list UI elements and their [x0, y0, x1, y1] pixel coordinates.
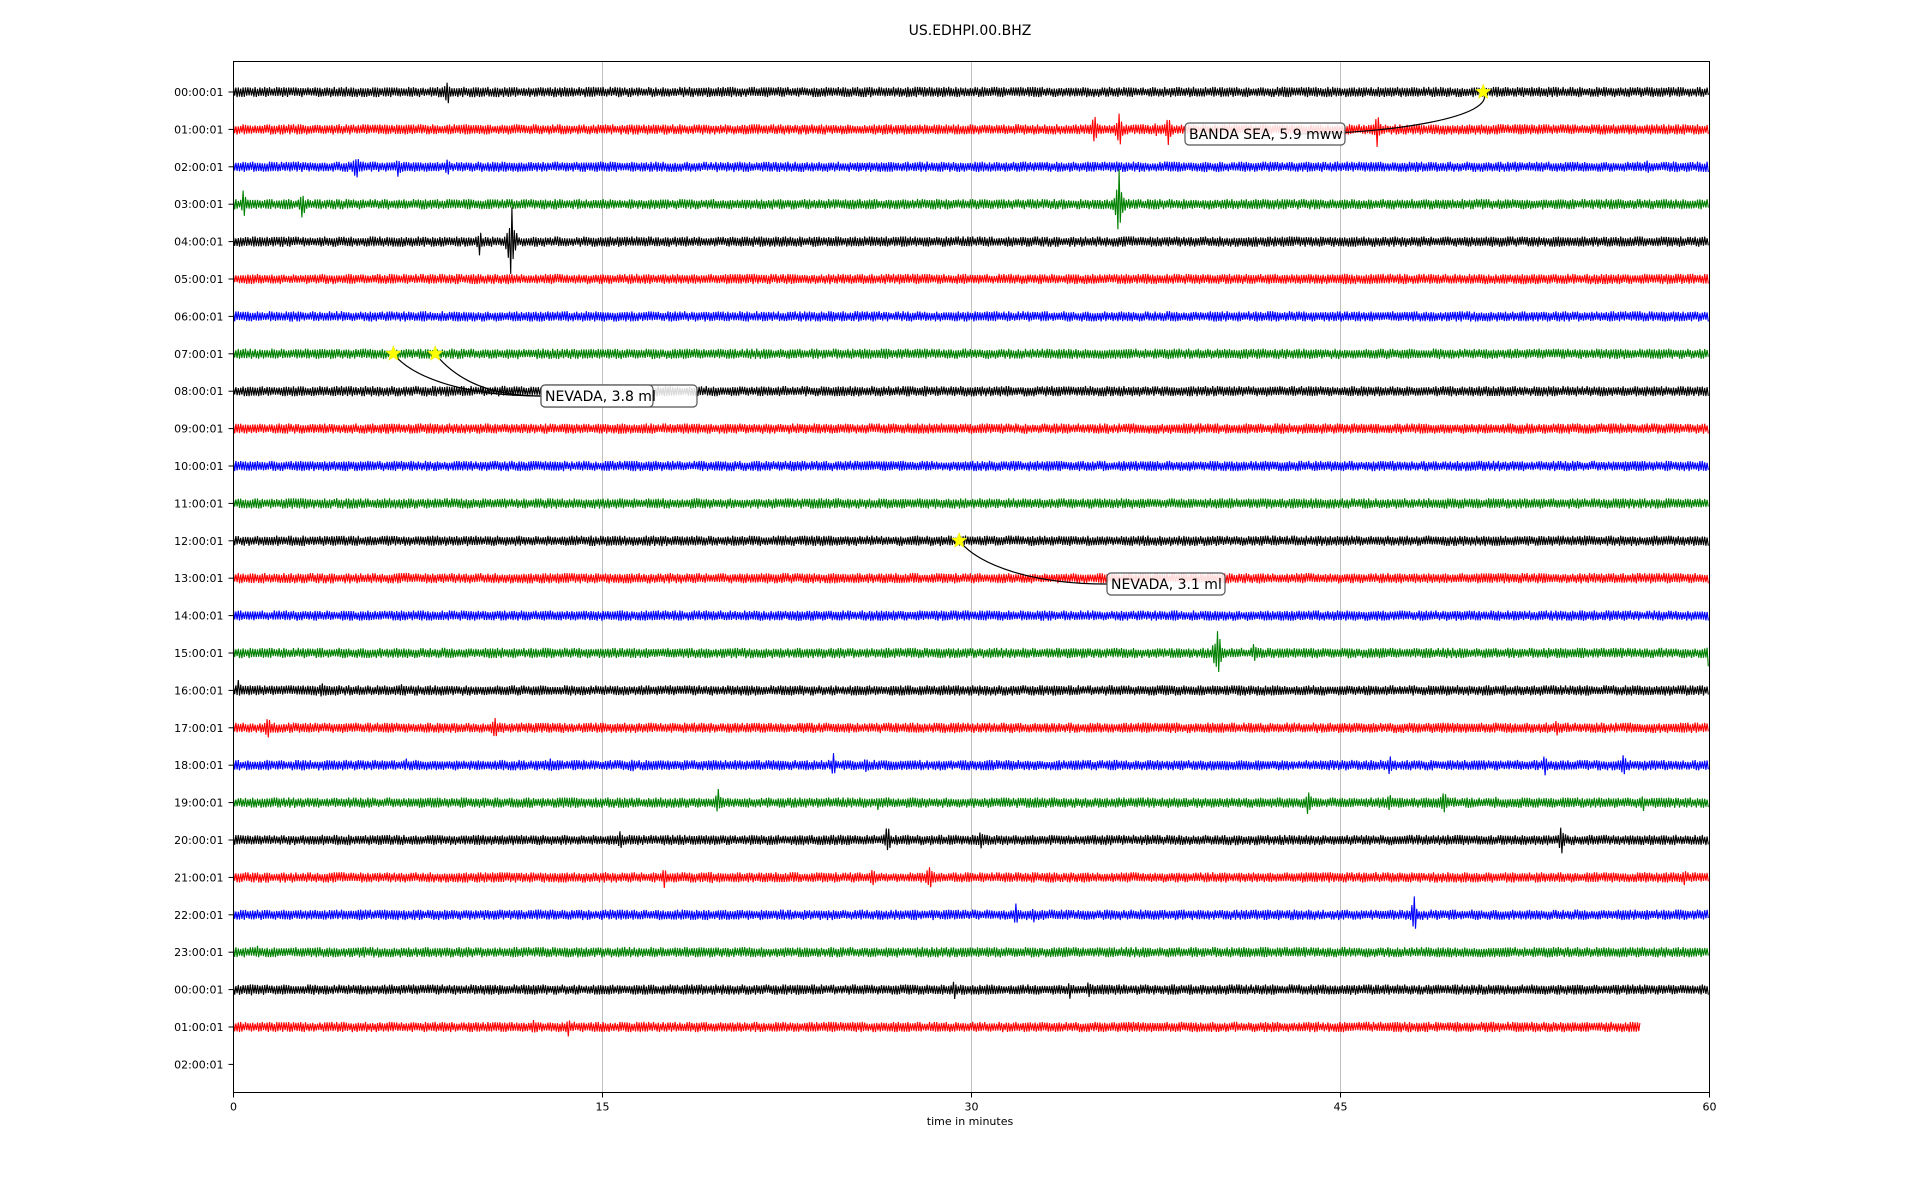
- x-tick-label: 15: [596, 1101, 610, 1114]
- annotation-connector: [958, 540, 1108, 585]
- row-time-label: 06:00:01: [174, 310, 223, 323]
- event-markers: [385, 83, 1492, 548]
- seismic-trace: [232, 827, 1709, 854]
- seismic-trace: [232, 896, 1709, 929]
- row-time-label: 09:00:01: [174, 423, 223, 436]
- seismic-trace: [232, 631, 1709, 673]
- row-time-label: 07:00:01: [174, 348, 223, 361]
- seismic-trace: [232, 788, 1709, 815]
- row-time-label: 01:00:01: [174, 123, 223, 136]
- row-time-label: 00:00:01: [174, 86, 223, 99]
- seismic-trace: [232, 348, 1709, 360]
- row-time-label: 16:00:01: [174, 684, 223, 697]
- annotation-box: [1184, 122, 1346, 146]
- x-axis-label: time in minutes: [927, 1115, 1014, 1128]
- row-time-label: 13:00:01: [174, 572, 223, 585]
- annotation-box: [1106, 572, 1226, 596]
- row-time-label: 10:00:01: [174, 460, 223, 473]
- row-time-label: 08:00:01: [174, 385, 223, 398]
- annotation-label: NEVADA, 3.1 ml: [1111, 577, 1222, 593]
- seismic-trace: [232, 423, 1709, 434]
- row-time-label: 01:00:01: [174, 1021, 223, 1034]
- seismic-trace: [232, 498, 1709, 509]
- x-tick-label: 0: [230, 1101, 237, 1114]
- annotation-label: NEVADA, 3.8 ml: [545, 389, 656, 405]
- row-time-label: 11:00:01: [174, 497, 223, 510]
- seismic-trace: [232, 717, 1709, 738]
- seismic-trace: [232, 610, 1709, 621]
- annotation-label: BANDA SEA, 5.9 mww: [1189, 127, 1343, 143]
- event-star-marker: [950, 532, 968, 548]
- seismic-trace: [232, 82, 1709, 104]
- seismic-trace: [232, 273, 1709, 285]
- x-tick-label: 45: [1334, 1101, 1348, 1114]
- seismic-trace: [232, 311, 1709, 322]
- seismic-trace: [232, 753, 1709, 776]
- row-time-label: 17:00:01: [174, 722, 223, 735]
- seismic-trace: [232, 385, 1709, 397]
- x-axis-ticks: 0 15 30 45 60: [230, 1092, 1717, 1114]
- row-time-label: 15:00:01: [174, 647, 223, 660]
- event-star-marker: [426, 345, 444, 361]
- seismic-trace: [232, 981, 1709, 1000]
- seismic-trace: [232, 867, 1709, 888]
- seismic-trace: [232, 207, 1709, 274]
- row-time-label: 05:00:01: [174, 273, 223, 286]
- plot-frame: [233, 61, 1710, 1093]
- row-time-label: 00:00:01: [174, 984, 223, 997]
- row-time-label: 19:00:01: [174, 797, 223, 810]
- seismic-trace: [232, 535, 1709, 547]
- x-tick-label: 60: [1703, 1101, 1717, 1114]
- row-time-label: 18:00:01: [174, 759, 223, 772]
- seismic-trace: [232, 945, 1709, 958]
- event-star-marker: [1474, 83, 1492, 100]
- row-time-label: 14:00:01: [174, 610, 223, 623]
- row-time-label: 22:00:01: [174, 909, 223, 922]
- row-time-labels: 00:00:01 01:00:01 02:00:01 03:00:01 04:00:01…: [174, 86, 234, 1071]
- row-time-label: 20:00:01: [174, 834, 223, 847]
- seismic-trace: [232, 680, 1709, 697]
- row-time-label: 23:00:01: [174, 946, 223, 959]
- row-time-label: 03:00:01: [174, 198, 223, 211]
- seismic-trace: [232, 169, 1709, 230]
- seismic-trace: [232, 158, 1709, 178]
- seismic-traces: [232, 82, 1709, 1037]
- x-tick-label: 30: [965, 1101, 979, 1114]
- seismic-trace: [232, 460, 1709, 472]
- seismic-trace: [232, 113, 1709, 148]
- chart-title: US.EDHPI.00.BHZ: [909, 23, 1032, 39]
- row-time-label: 04:00:01: [174, 236, 223, 249]
- row-time-label: 12:00:01: [174, 535, 223, 548]
- row-time-label: 21:00:01: [174, 871, 223, 884]
- event-star-marker: [385, 345, 402, 361]
- annotation-box: [540, 384, 654, 408]
- annotation-connector: [392, 353, 542, 397]
- seismic-trace: [232, 1019, 1641, 1037]
- row-time-label: 02:00:01: [174, 161, 223, 174]
- row-time-label: 02:00:01: [174, 1058, 223, 1071]
- seismic-trace: [232, 572, 1709, 584]
